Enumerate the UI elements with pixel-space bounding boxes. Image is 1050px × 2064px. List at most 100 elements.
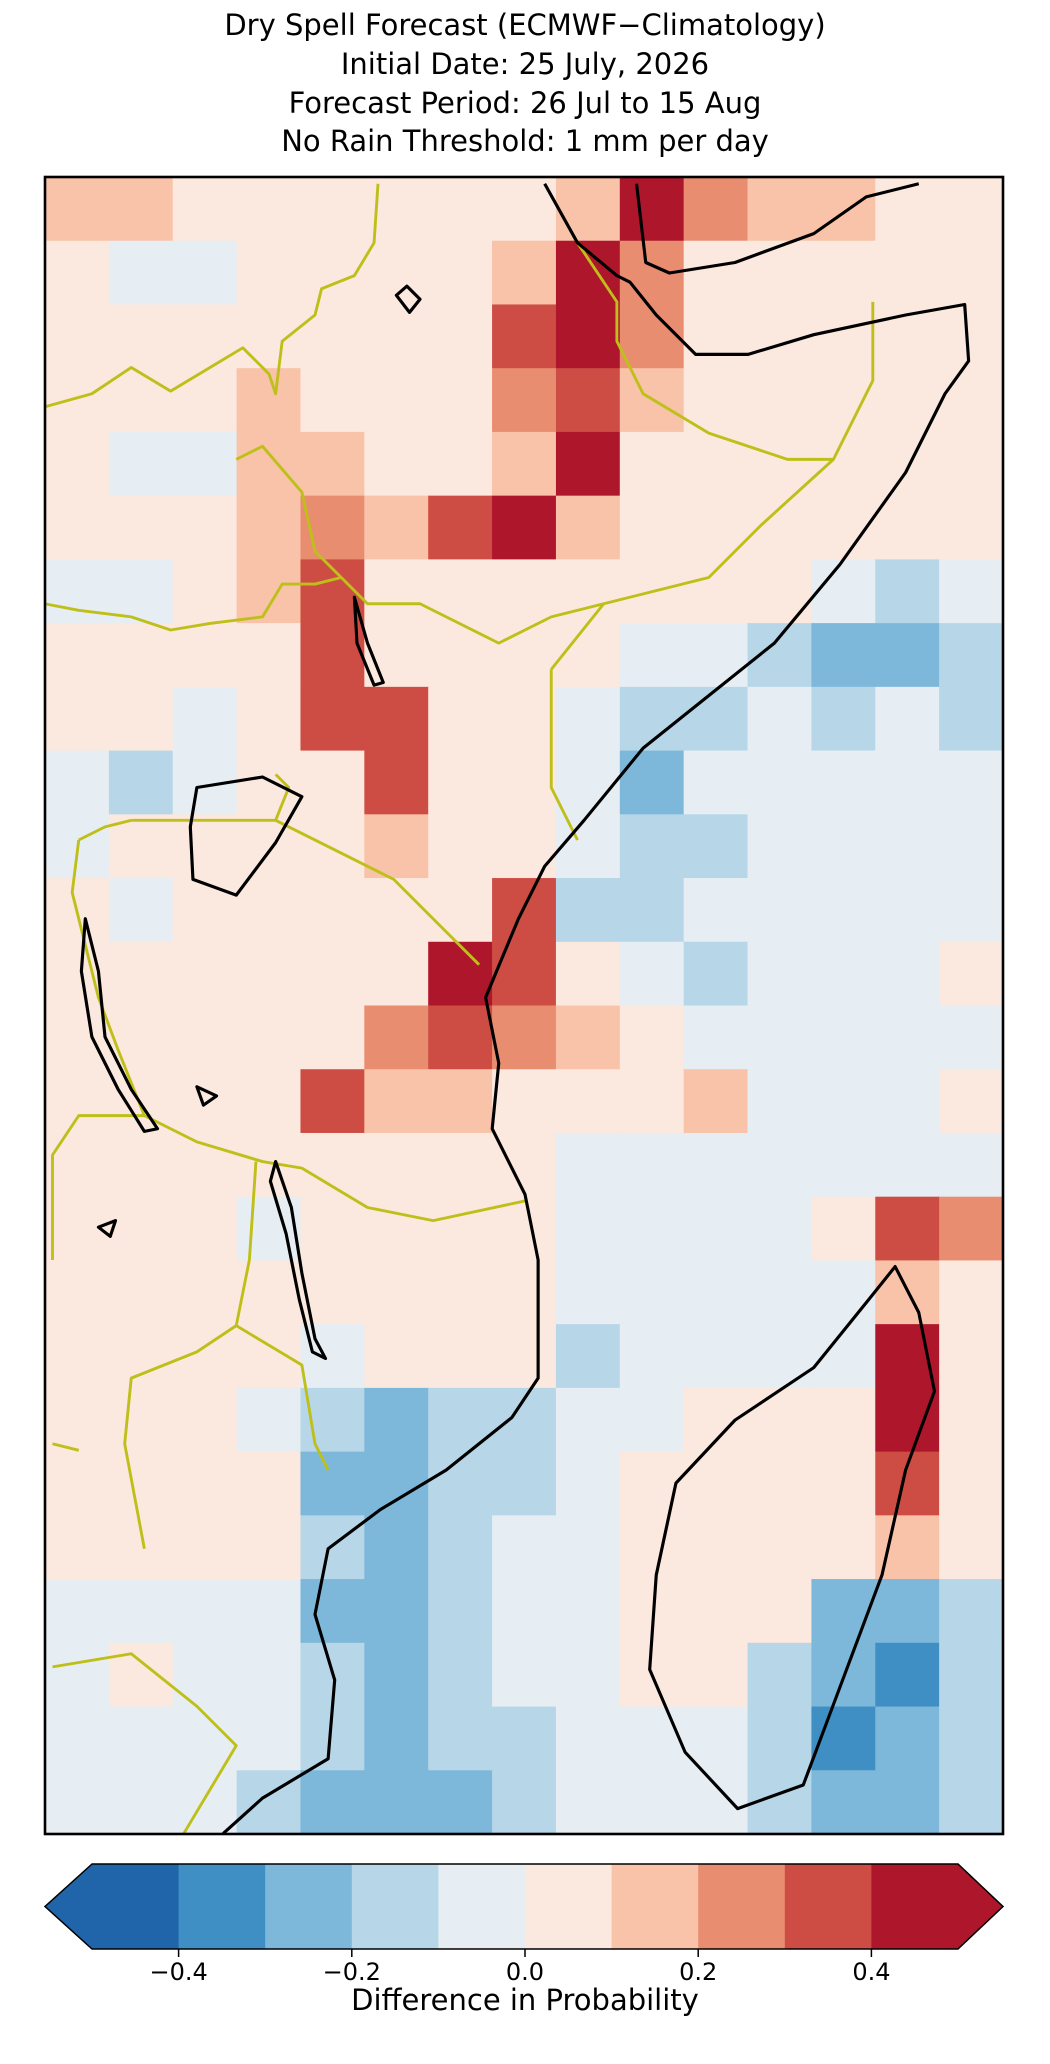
cell (875, 1706, 940, 1771)
cell (747, 431, 812, 497)
cell (747, 559, 812, 624)
cell (172, 177, 238, 242)
cell (555, 686, 621, 752)
cell (45, 1005, 110, 1070)
cell (619, 941, 685, 1006)
cell (747, 1260, 812, 1325)
cell (555, 1579, 621, 1644)
cell (300, 1196, 365, 1261)
cell (492, 686, 557, 752)
cell (45, 623, 110, 688)
cell (555, 750, 621, 815)
cell (683, 1069, 749, 1134)
cell (875, 623, 940, 688)
cell (45, 177, 110, 242)
cell (939, 941, 1004, 1006)
cell (619, 495, 685, 560)
colorbar-tick-label: 0.2 (679, 1958, 717, 1986)
cell (428, 1005, 493, 1070)
cell (300, 304, 365, 369)
cell (364, 814, 429, 879)
colorbar-segment (178, 1864, 266, 1949)
cell (619, 1387, 685, 1453)
cell (492, 1069, 557, 1134)
cell (747, 1451, 812, 1516)
cell (939, 1069, 1004, 1134)
cell (875, 495, 940, 560)
cell (45, 1260, 110, 1325)
cell (172, 1260, 238, 1325)
cell (875, 431, 940, 497)
cell (45, 1770, 110, 1835)
cell (619, 431, 685, 497)
cell (300, 368, 365, 433)
cell (364, 1579, 429, 1644)
cell (875, 878, 940, 943)
cell (747, 1132, 812, 1198)
cell (619, 1069, 685, 1134)
cell (108, 1132, 174, 1198)
cell (939, 240, 1004, 305)
cell (619, 1196, 685, 1261)
cell (428, 750, 493, 815)
cell (492, 304, 557, 369)
cell (172, 878, 238, 943)
cell (172, 431, 238, 497)
cell (364, 686, 429, 752)
cell (364, 304, 429, 369)
cell (172, 1132, 238, 1198)
cell (172, 1642, 238, 1708)
cell (172, 240, 238, 305)
cell (875, 1642, 940, 1708)
cell (428, 814, 493, 879)
cell (939, 1005, 1004, 1070)
cell (939, 1579, 1004, 1644)
cell (683, 1260, 749, 1325)
cell (492, 495, 557, 560)
cell (492, 1642, 557, 1708)
colorbar-label: Difference in Probability (351, 1983, 699, 2017)
cell (300, 1579, 365, 1644)
cell (45, 1132, 110, 1198)
cell (364, 878, 429, 943)
cell (619, 814, 685, 879)
cell (236, 814, 301, 879)
cell (811, 623, 876, 688)
colorbar-outline (43, 1863, 1005, 1950)
cell (172, 1196, 238, 1261)
cell (619, 623, 685, 688)
cell (172, 1005, 238, 1070)
cell (428, 941, 493, 1006)
chart-subtitle: Initial Date: 25 July, 2026 (341, 47, 709, 81)
cell (492, 368, 557, 433)
cell (236, 1387, 301, 1453)
cell (875, 686, 940, 752)
cell (811, 1515, 876, 1580)
chart-subtitle: Forecast Period: 26 Jul to 15 Aug (289, 86, 762, 120)
border (235, 301, 875, 645)
cell (555, 1196, 621, 1261)
cell (939, 1706, 1004, 1771)
colorbar-segment (438, 1864, 526, 1949)
cell (875, 1324, 940, 1389)
cell (939, 814, 1004, 879)
cell (45, 1706, 110, 1771)
cell (555, 1451, 621, 1516)
cell (172, 1770, 238, 1835)
cell (428, 1260, 493, 1325)
cell (300, 1005, 365, 1070)
colorbar-segment (351, 1864, 439, 1949)
cell (492, 1579, 557, 1644)
cell (172, 686, 238, 752)
cell (364, 941, 429, 1006)
cell (875, 1387, 940, 1453)
border (44, 576, 342, 632)
cell (172, 559, 238, 624)
cell (300, 686, 365, 752)
cell (683, 495, 749, 560)
cell (492, 1196, 557, 1261)
cell (45, 1387, 110, 1453)
cell (939, 1196, 1004, 1261)
cell (747, 941, 812, 1006)
cell (172, 304, 238, 369)
